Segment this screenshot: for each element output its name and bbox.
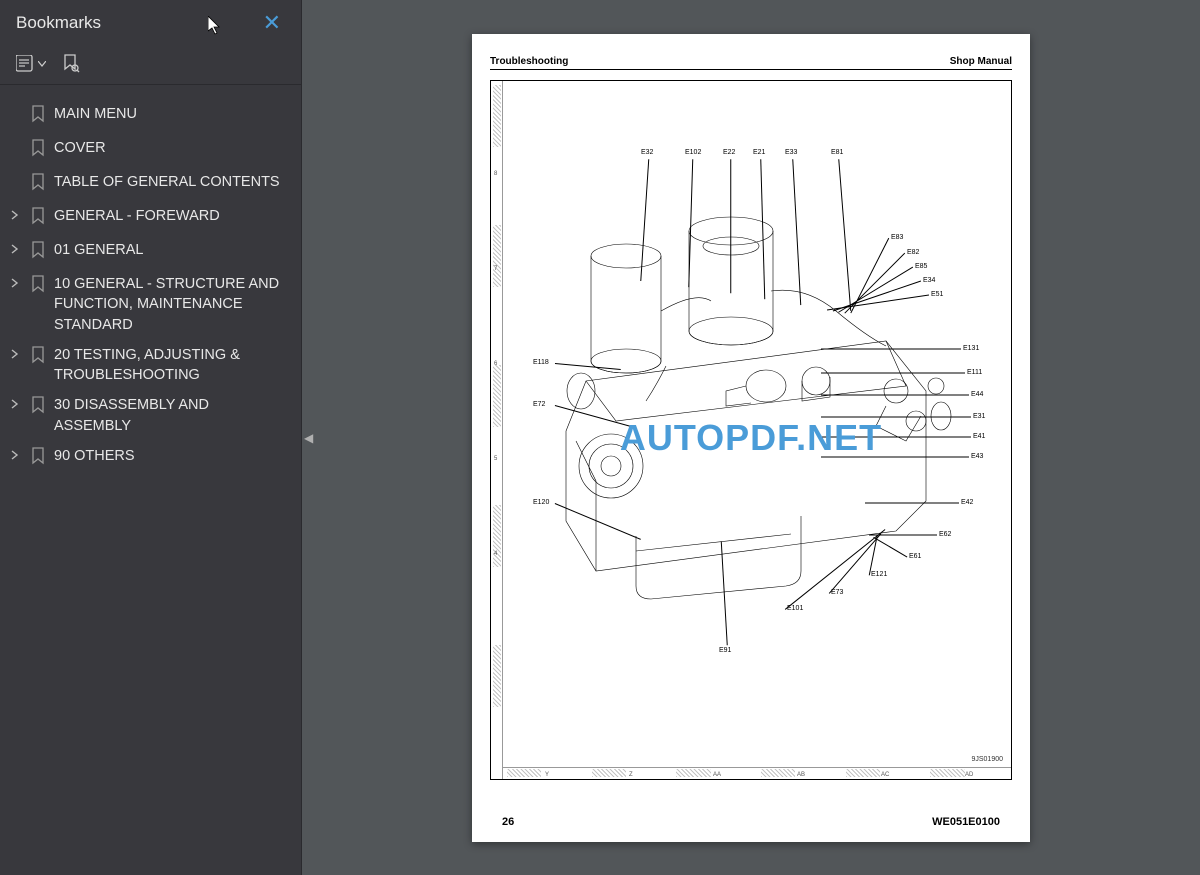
bookmark-item[interactable]: GENERAL - FOREWARD (8, 201, 293, 235)
callout-label: E111 (967, 369, 982, 376)
bookmark-list: MAIN MENU COVER TABLE OF GENERAL CONTENTS G… (0, 85, 301, 489)
find-bookmark-icon[interactable] (62, 54, 80, 74)
bookmark-label: 10 GENERAL - STRUCTURE AND FUNCTION, MAI… (54, 274, 289, 335)
header-left: Troubleshooting (490, 56, 568, 67)
bookmark-label: MAIN MENU (54, 104, 137, 124)
page-header: Troubleshooting Shop Manual (490, 56, 1012, 70)
document-viewport[interactable]: ◀ Troubleshooting Shop Manual 87654 YZAA… (302, 0, 1200, 875)
bookmark-item[interactable]: COVER (8, 133, 293, 167)
bookmark-ribbon-icon (30, 240, 46, 264)
callout-label: E72 (533, 401, 545, 408)
bookmark-item[interactable]: MAIN MENU (8, 99, 293, 133)
bookmark-ribbon-icon (30, 172, 46, 196)
callout-label: E43 (971, 453, 983, 460)
bookmark-label: 30 DISASSEMBLY AND ASSEMBLY (54, 395, 289, 436)
bookmark-ribbon-icon (30, 138, 46, 162)
chevron-right-icon[interactable] (8, 446, 22, 460)
bookmark-label: GENERAL - FOREWARD (54, 206, 220, 226)
bookmark-item[interactable]: 20 TESTING, ADJUSTING & TROUBLESHOOTING (8, 340, 293, 391)
bookmark-label: 01 GENERAL (54, 240, 143, 260)
bookmark-ribbon-icon (30, 345, 46, 369)
chevron-right-icon[interactable] (8, 240, 22, 254)
bookmark-label: TABLE OF GENERAL CONTENTS (54, 172, 280, 192)
bookmark-ribbon-icon (30, 446, 46, 470)
chevron-right-icon[interactable] (8, 395, 22, 409)
chevron-right-icon[interactable] (8, 345, 22, 359)
callout-label: E81 (831, 149, 843, 156)
bookmark-item[interactable]: 90 OTHERS (8, 441, 293, 475)
page-footer: 26 WE051E0100 (502, 816, 1000, 828)
bookmark-item[interactable]: 30 DISASSEMBLY AND ASSEMBLY (8, 390, 293, 441)
chevron-right-icon[interactable] (8, 274, 22, 288)
diagram-code: 9JS01900 (971, 756, 1003, 763)
callout-label: E102 (685, 149, 701, 156)
callout-label: E32 (641, 149, 653, 156)
callout-label: E120 (533, 499, 549, 506)
collapse-sidebar-icon[interactable]: ◀ (302, 423, 315, 453)
sidebar-toolbar (0, 48, 301, 85)
callout-label: E61 (909, 553, 921, 560)
callout-label: E34 (923, 277, 935, 284)
bookmark-label: 90 OTHERS (54, 446, 135, 466)
header-right: Shop Manual (950, 56, 1012, 67)
callout-label: E42 (961, 499, 973, 506)
callout-label: E85 (915, 263, 927, 270)
ruler-left: 87654 (491, 81, 503, 779)
bookmark-ribbon-icon (30, 274, 46, 298)
callout-label: E51 (931, 291, 943, 298)
bookmark-ribbon-icon (30, 104, 46, 128)
callout-label: E83 (891, 234, 903, 241)
callout-label: E118 (533, 359, 549, 366)
bookmarks-sidebar: Bookmarks ✕ MAIN MENU COVER TABLE OF GENER… (0, 0, 302, 875)
engine-illustration (526, 191, 986, 631)
bookmark-ribbon-icon (30, 206, 46, 230)
ruler-bottom: YZAAABACAD (503, 767, 1011, 779)
sidebar-title: Bookmarks (16, 13, 101, 33)
bookmark-label: 20 TESTING, ADJUSTING & TROUBLESHOOTING (54, 345, 289, 386)
callout-label: E91 (719, 647, 731, 654)
callout-label: E33 (785, 149, 797, 156)
bookmark-ribbon-icon (30, 395, 46, 419)
diagram-frame: 87654 YZAAABACAD (490, 80, 1012, 780)
callout-label: E44 (971, 391, 983, 398)
doc-code: WE051E0100 (932, 816, 1000, 828)
callout-label: E82 (907, 249, 919, 256)
pdf-page: Troubleshooting Shop Manual 87654 YZAAAB… (472, 34, 1030, 842)
close-icon[interactable]: ✕ (259, 10, 285, 36)
chevron-right-icon[interactable] (8, 206, 22, 220)
callout-label: E41 (973, 433, 985, 440)
options-icon[interactable] (16, 55, 46, 73)
callout-label: E22 (723, 149, 735, 156)
bookmark-item[interactable]: 01 GENERAL (8, 235, 293, 269)
callout-label: E21 (753, 149, 765, 156)
bookmark-item[interactable]: 10 GENERAL - STRUCTURE AND FUNCTION, MAI… (8, 269, 293, 340)
bookmark-label: COVER (54, 138, 106, 158)
callout-label: E73 (831, 589, 843, 596)
bookmark-item[interactable]: TABLE OF GENERAL CONTENTS (8, 167, 293, 201)
callout-label: E121 (871, 571, 887, 578)
page-number: 26 (502, 816, 514, 828)
sidebar-header: Bookmarks ✕ (0, 0, 301, 48)
callout-label: E62 (939, 531, 951, 538)
cursor-icon (208, 16, 224, 36)
callout-label: E131 (963, 345, 979, 352)
callout-label: E31 (973, 413, 985, 420)
